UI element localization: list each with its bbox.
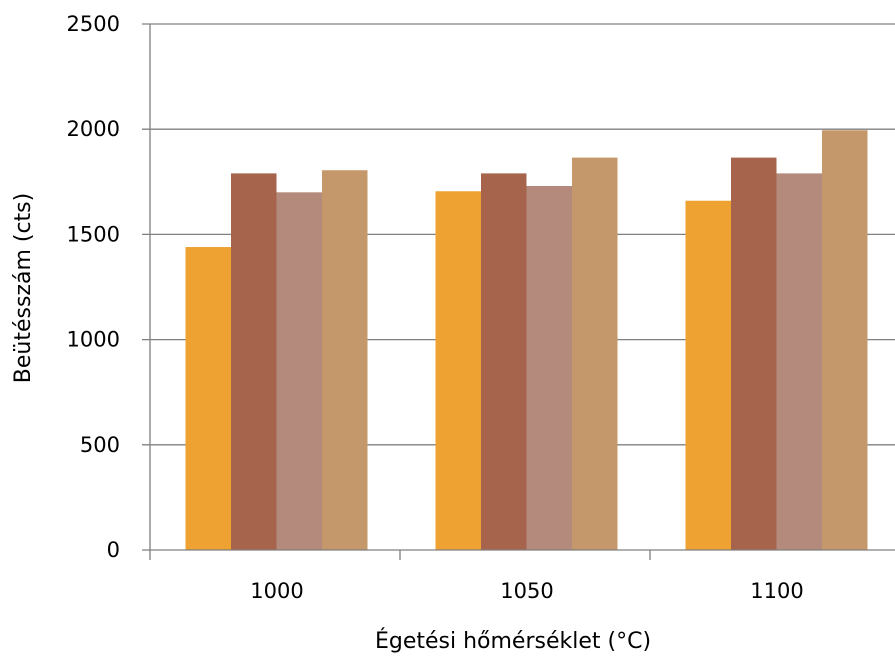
x-tick-label: 1000 bbox=[250, 579, 303, 603]
tick-labels: 0 500 1000 1500 2000 2500 1000 1050 1100 bbox=[67, 12, 804, 603]
y-tick-label: 1000 bbox=[67, 328, 120, 352]
y-tick-label: 2000 bbox=[67, 117, 120, 141]
bar-1100-2 bbox=[731, 157, 777, 550]
y-axis-title: Beütésszám (cts) bbox=[11, 193, 36, 383]
bar-1100-4 bbox=[822, 130, 868, 550]
axes bbox=[142, 24, 895, 560]
y-tick-label: 500 bbox=[80, 433, 120, 457]
x-axis-title: Égetési hőmérséklet (°C) bbox=[375, 628, 651, 654]
x-tick-label: 1100 bbox=[750, 579, 803, 603]
bars bbox=[185, 130, 868, 551]
bar-1000-4 bbox=[322, 170, 368, 550]
bar-1050-4 bbox=[572, 157, 618, 550]
bar-1000-1 bbox=[185, 247, 231, 551]
y-tick-label: 1500 bbox=[67, 222, 120, 246]
bar-1100-3 bbox=[776, 173, 822, 550]
bar-1000-3 bbox=[276, 192, 322, 550]
bar-1000-2 bbox=[231, 173, 277, 550]
bar-1050-3 bbox=[526, 186, 572, 550]
bar-1050-1 bbox=[435, 191, 481, 550]
bar-1100-1 bbox=[685, 200, 731, 550]
y-tick-label: 0 bbox=[107, 538, 120, 562]
y-tick-label: 2500 bbox=[67, 12, 120, 36]
bar-1050-2 bbox=[481, 173, 527, 550]
x-tick-label: 1050 bbox=[500, 579, 553, 603]
